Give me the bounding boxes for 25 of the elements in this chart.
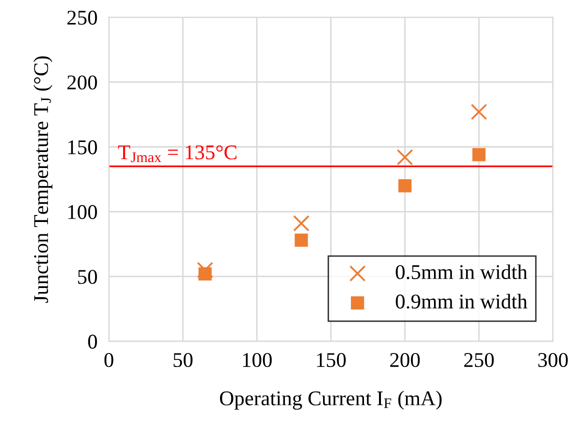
y-tick-label: 50 (78, 270, 97, 284)
ref-line-label: T$_{Jmax}$ = 135°C (118, 145, 236, 162)
y-tick-label: 100 (68, 205, 97, 220)
point (196, 262, 214, 278)
legend-label: 0.9mm in width (396, 294, 528, 309)
point (470, 104, 488, 120)
point (396, 149, 414, 166)
point (293, 215, 310, 232)
x-tick-label: 250 (464, 352, 494, 368)
point (398, 179, 412, 192)
point (294, 234, 308, 247)
y-tick-label: 0 (88, 334, 97, 349)
point (472, 148, 486, 162)
x-tick-label: 150 (317, 352, 346, 368)
y-axis-title: Junction Temperature T$_{J}$ (°C) (33, 56, 52, 303)
x-axis-title: Operating Current I$_{F}$ (mA) (220, 390, 442, 410)
legend-label: 0.5mm in width (396, 264, 528, 280)
x-tick-label: 100 (243, 352, 272, 368)
y-tick-label: 150 (68, 140, 97, 154)
x-tick-label: 0 (104, 352, 114, 368)
y-tick-label: 250 (67, 10, 97, 25)
y-tick-label: 200 (67, 75, 97, 90)
x-tick-label: 50 (174, 352, 193, 368)
x-tick-label: 200 (390, 352, 420, 368)
x-tick-label: 300 (538, 352, 568, 368)
